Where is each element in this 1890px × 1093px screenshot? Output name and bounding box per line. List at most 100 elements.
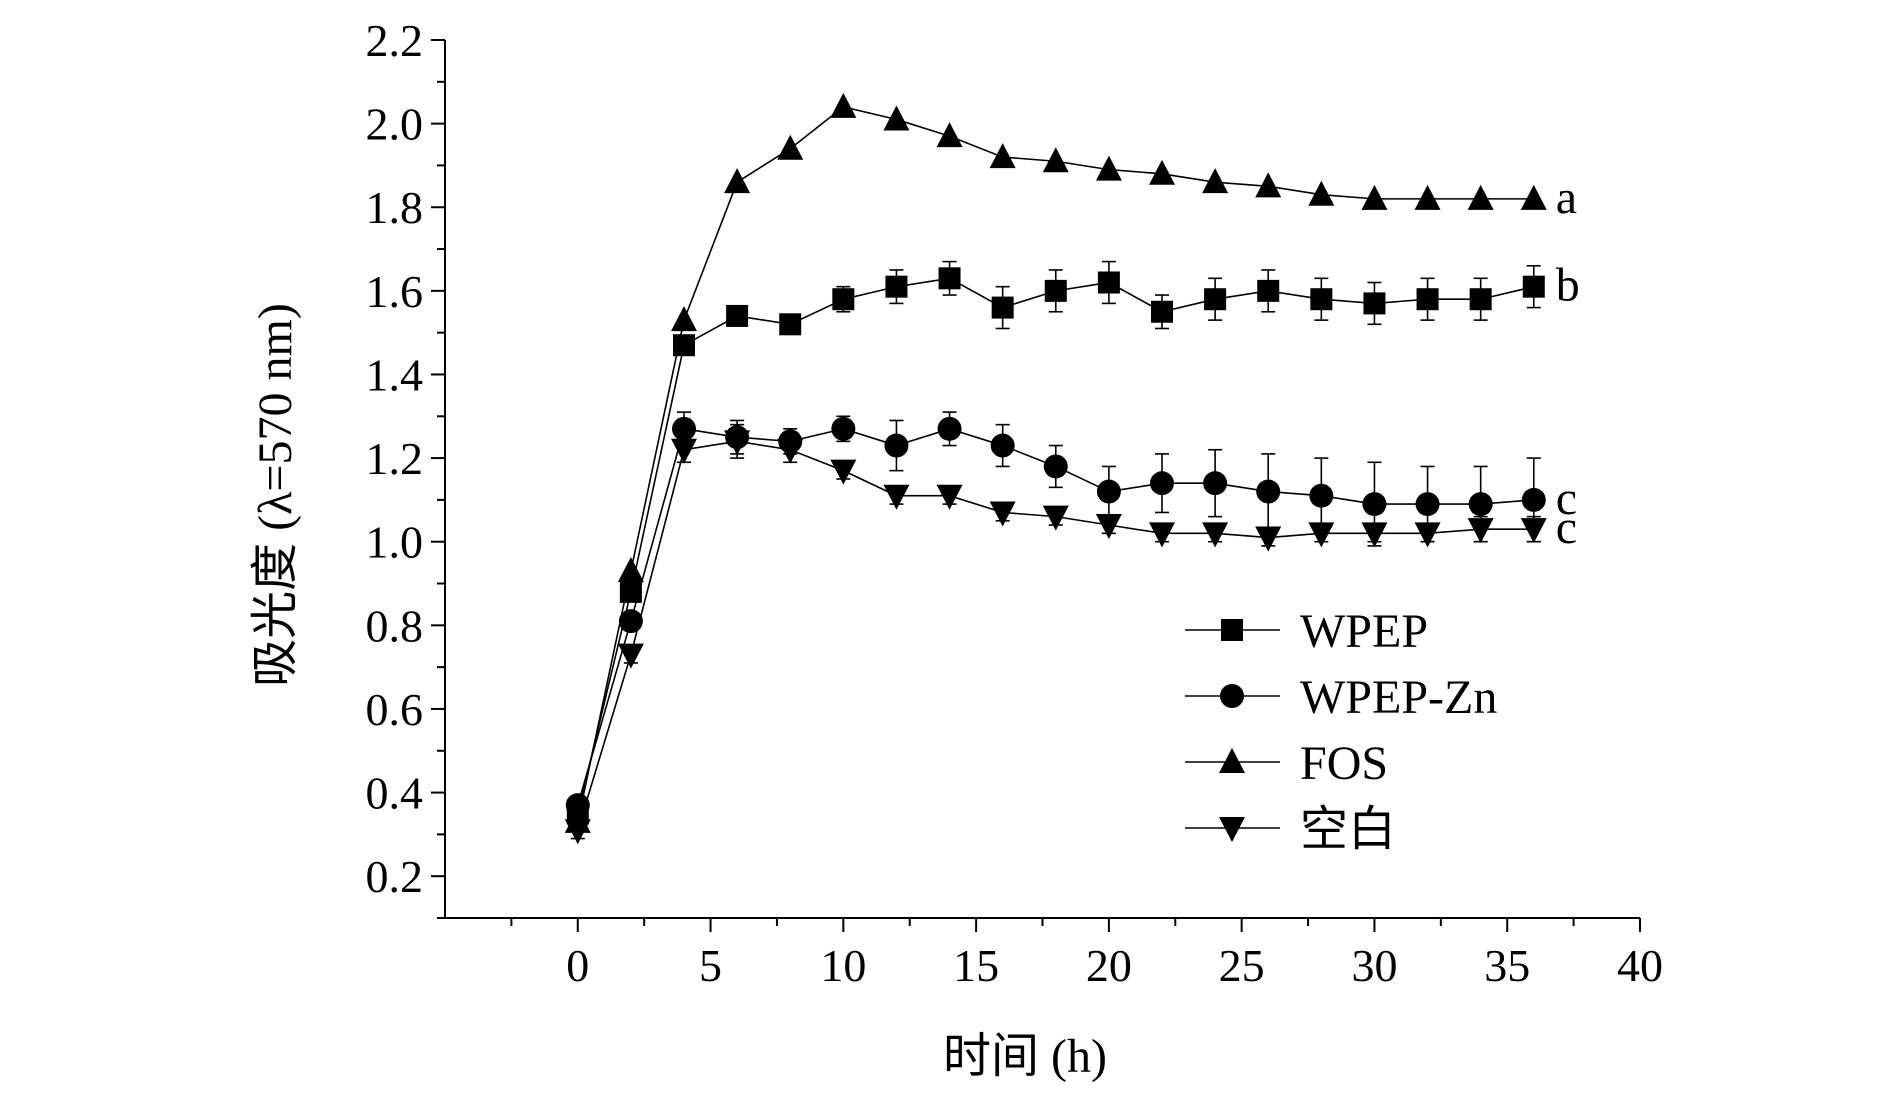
legend: WPEP WPEP-Zn FOS 空白 (1185, 605, 1497, 856)
x-tick-label: 5 (699, 940, 722, 991)
y-tick-label: 2.2 (366, 15, 424, 66)
x-tick-label: 35 (1484, 940, 1530, 991)
data-point (1468, 492, 1493, 517)
data-point (672, 416, 696, 441)
data-point (991, 296, 1014, 319)
x-tick-label: 10 (820, 940, 866, 991)
data-point (1149, 159, 1175, 185)
data-point (1255, 172, 1282, 198)
legend-label: WPEP-Zn (1300, 671, 1497, 724)
data-point (673, 334, 695, 357)
data-point (1204, 288, 1227, 311)
data-point (832, 288, 855, 311)
data-point (1203, 471, 1228, 496)
data-point (617, 556, 644, 582)
data-point (990, 433, 1015, 458)
legend-label: WPEP (1300, 605, 1428, 658)
x-axis-title: 时间 (h) (943, 1030, 1107, 1083)
data-point (1096, 479, 1121, 504)
data-point (884, 433, 909, 458)
data-point (726, 304, 749, 327)
data-point (1095, 155, 1122, 181)
y-tick-label: 0.2 (366, 851, 424, 902)
data-point (883, 105, 910, 131)
data-point (564, 819, 591, 845)
x-tick-label: 40 (1617, 940, 1663, 991)
data-point (1469, 288, 1492, 311)
data-point (1309, 483, 1334, 508)
legend-item: FOS (1185, 737, 1388, 790)
data-point (1310, 288, 1333, 311)
legend-item: WPEP-Zn (1185, 671, 1497, 724)
data-point (724, 430, 751, 456)
data-point (1044, 279, 1067, 302)
y-tick-label: 0.8 (366, 600, 424, 651)
legend-marker (1221, 619, 1243, 641)
data-point (671, 306, 697, 332)
data-point (1414, 522, 1441, 548)
group-label: c (1556, 501, 1577, 554)
data-point (1361, 522, 1388, 548)
y-tick-label: 0.4 (366, 768, 424, 819)
data-point (1255, 526, 1282, 552)
group-label: a (1556, 171, 1577, 224)
data-point (1308, 522, 1335, 548)
data-point (1361, 184, 1388, 210)
series-line (576, 277, 1534, 814)
data-point (1416, 288, 1439, 311)
legend-label: FOS (1300, 737, 1388, 790)
data-point (777, 438, 804, 464)
data-point (989, 143, 1016, 169)
series-layer (564, 92, 1547, 845)
data-point (618, 609, 643, 634)
data-point (1043, 454, 1068, 479)
legend-marker (1219, 748, 1245, 773)
y-tick-label: 0.6 (366, 684, 424, 735)
ticks: 0 5 10 15 20 25 30 35 40 0.2 0.4 0.6 0.8 1.0 1.2 1.4 1.6… (366, 15, 1664, 991)
x-tick-label: 0 (566, 940, 589, 991)
data-point (1202, 168, 1229, 194)
data-point (883, 484, 910, 510)
y-tick-label: 2.0 (366, 99, 424, 150)
y-tick-label: 1.6 (366, 266, 424, 317)
data-point (1520, 184, 1547, 210)
y-axis-title: 吸光度 (λ=570 nm) (249, 303, 302, 687)
data-point (1363, 292, 1386, 315)
data-point (1522, 275, 1545, 298)
data-point (885, 275, 908, 298)
group-label: c (1556, 472, 1577, 525)
series-空白 (564, 423, 1547, 845)
data-point (1362, 492, 1387, 517)
data-point (1415, 492, 1440, 517)
legend-marker (1220, 684, 1244, 708)
x-tick-label: 20 (1086, 940, 1132, 991)
legend-label: 空白 (1300, 803, 1396, 856)
data-point (1257, 279, 1280, 302)
data-point (1521, 487, 1546, 512)
data-point (831, 416, 856, 441)
data-point (1097, 271, 1120, 294)
data-point (938, 267, 961, 290)
y-tick-label: 1.2 (366, 433, 424, 484)
legend-marker (1219, 817, 1245, 842)
data-point (1042, 147, 1069, 173)
series-WPEP (566, 260, 1545, 825)
data-point (1149, 522, 1175, 548)
axes (444, 40, 1640, 919)
legend-item: 空白 (1185, 803, 1396, 856)
legend-item: WPEP (1185, 605, 1428, 658)
data-point (1308, 180, 1335, 206)
y-tick-label: 1.8 (366, 182, 424, 233)
data-point (1042, 505, 1069, 531)
x-tick-label: 30 (1351, 940, 1397, 991)
data-point (830, 459, 857, 485)
data-point (617, 643, 644, 669)
data-point (936, 122, 963, 148)
data-point (1414, 184, 1441, 210)
x-tick-label: 15 (953, 940, 999, 991)
data-point (779, 313, 802, 336)
group-labels: b c a c (1556, 171, 1580, 554)
data-point (1202, 522, 1229, 548)
data-point (937, 416, 962, 441)
